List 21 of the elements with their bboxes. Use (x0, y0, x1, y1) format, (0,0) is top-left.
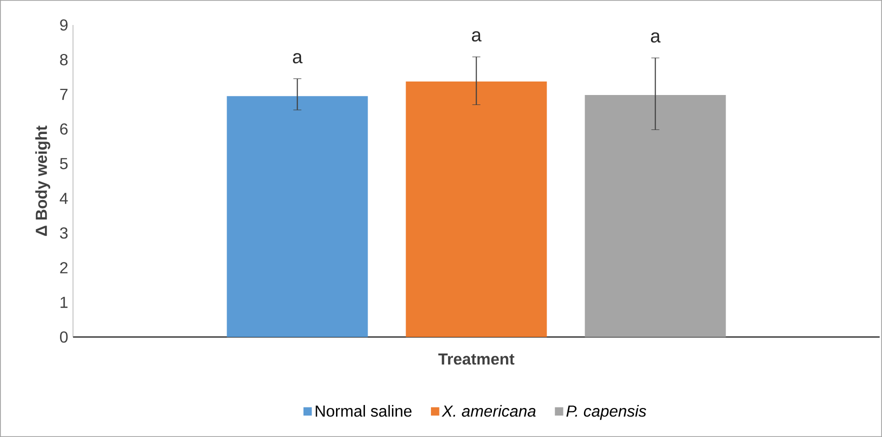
y-tick-label: 6 (60, 123, 68, 135)
legend-label: P. capensis (566, 405, 646, 420)
y-tick-label: 0 (60, 331, 68, 343)
bar (584, 95, 726, 337)
y-tick-label: 9 (60, 19, 68, 31)
x-axis-title: Treatment (438, 354, 514, 365)
y-tick-label: 4 (60, 192, 68, 204)
y-tick-label: 2 (60, 262, 68, 274)
y-tick-label: 5 (60, 158, 68, 170)
y-tick-label: 7 (60, 88, 68, 100)
bar (406, 82, 547, 337)
legend-label: Normal saline (316, 405, 412, 417)
annotation: a (292, 53, 303, 64)
annotation: a (650, 32, 661, 43)
y-tick-label: 3 (60, 227, 68, 239)
y-axis-title: Δ Body weight (35, 126, 50, 236)
legend-label: X. americana (442, 405, 536, 417)
bar (226, 96, 368, 337)
y-tick-label: 1 (60, 296, 68, 308)
y-tick-label: 8 (60, 54, 68, 66)
annotation: a (472, 31, 482, 42)
